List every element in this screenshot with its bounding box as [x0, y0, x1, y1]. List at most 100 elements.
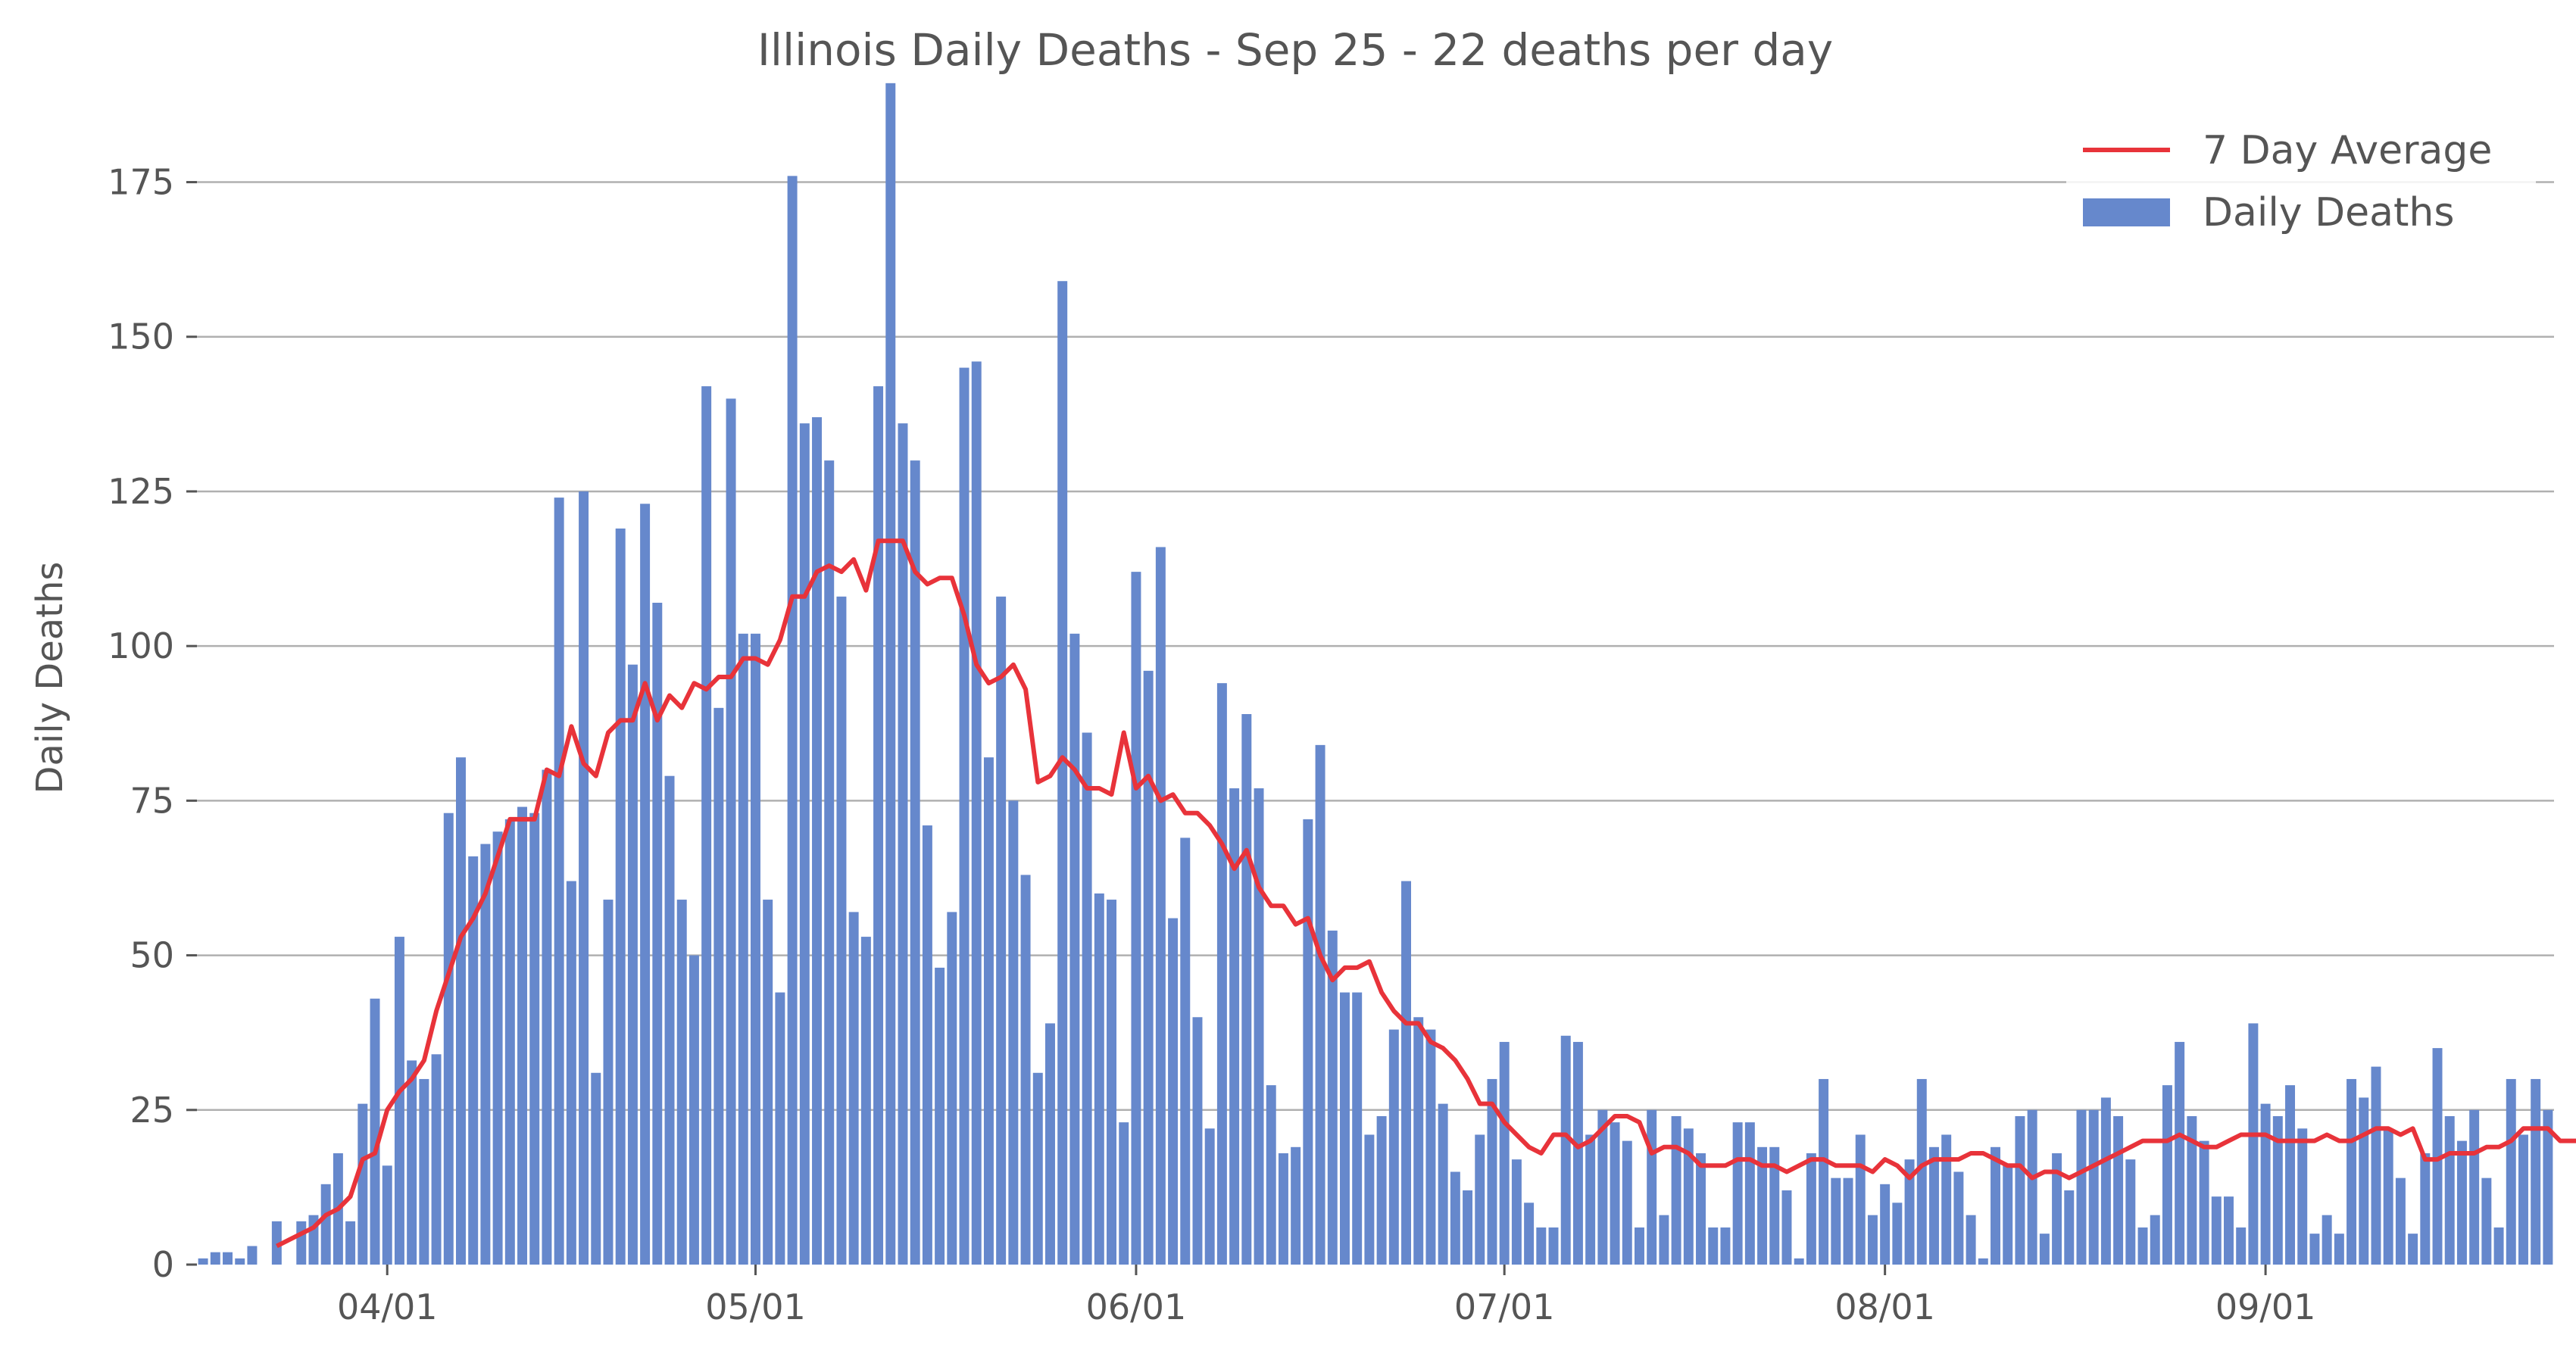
daily-deaths-bar [2432, 1048, 2443, 1265]
daily-deaths-bar [198, 1258, 208, 1265]
daily-deaths-bar [2297, 1128, 2308, 1265]
daily-deaths-bar [2531, 1078, 2541, 1265]
daily-deaths-bar [799, 423, 810, 1265]
daily-deaths-bars [198, 83, 2553, 1265]
daily-deaths-bar [1180, 838, 1191, 1265]
daily-deaths-bar [407, 1060, 417, 1265]
daily-deaths-bar [2456, 1140, 2467, 1265]
daily-deaths-bar [1744, 1122, 1755, 1265]
x-tick-label: 06/01 [1086, 1287, 1187, 1327]
daily-deaths-bar [2395, 1178, 2406, 1265]
daily-deaths-bar [2359, 1097, 2369, 1265]
daily-deaths-bar [1107, 900, 1117, 1265]
daily-deaths-bar [787, 176, 798, 1265]
daily-deaths-bar [898, 423, 908, 1265]
daily-deaths-bar [1204, 1128, 1215, 1265]
daily-deaths-bar [1057, 281, 1068, 1265]
daily-deaths-bar [996, 596, 1007, 1265]
daily-deaths-bar [1708, 1227, 1719, 1265]
daily-deaths-bar [1548, 1227, 1559, 1265]
daily-deaths-bar [701, 386, 712, 1265]
daily-deaths-bar [2236, 1227, 2247, 1265]
daily-deaths-bar [1806, 1153, 1816, 1265]
daily-deaths-bar [1463, 1190, 1473, 1265]
x-tick-label: 04/01 [337, 1287, 438, 1327]
daily-deaths-bar [1487, 1078, 1497, 1265]
daily-deaths-bar [2003, 1165, 2013, 1265]
daily-deaths-bar [812, 416, 823, 1265]
daily-deaths-bar [2088, 1109, 2099, 1265]
daily-deaths-bar [2150, 1215, 2160, 1265]
daily-deaths-bar [664, 775, 675, 1265]
daily-deaths-bar [2408, 1234, 2418, 1265]
daily-deaths-bar [223, 1252, 233, 1265]
daily-deaths-bar [431, 1054, 442, 1265]
daily-deaths-bar [1291, 1146, 1301, 1265]
daily-deaths-bar [1438, 1103, 1448, 1265]
daily-deaths-bar [763, 900, 773, 1265]
chart-title: Illinois Daily Deaths - Sep 25 - 22 deat… [757, 24, 1833, 76]
y-tick-label: 150 [108, 317, 174, 357]
daily-deaths-bar [529, 813, 540, 1265]
daily-deaths-bar [1794, 1258, 1804, 1265]
daily-deaths-bar [235, 1258, 245, 1265]
daily-deaths-bar [1696, 1153, 1706, 1265]
daily-deaths-bar [1683, 1128, 1694, 1265]
daily-deaths-bar [1831, 1178, 1841, 1265]
daily-deaths-bar [1941, 1134, 1952, 1265]
daily-deaths-bar [627, 664, 638, 1265]
daily-deaths-bar [271, 1221, 282, 1265]
daily-deaths-bar [713, 707, 724, 1265]
daily-deaths-bar [615, 528, 626, 1265]
legend-bars-swatch [2083, 198, 2170, 226]
daily-deaths-bar [1634, 1227, 1644, 1265]
daily-deaths-bar [358, 1103, 368, 1265]
daily-deaths-bar [579, 491, 589, 1265]
daily-deaths-bar [1388, 1029, 1399, 1265]
daily-deaths-bar [2015, 1115, 2025, 1265]
daily-deaths-bar [1572, 1041, 1583, 1265]
daily-deaths-bar [1119, 1122, 1129, 1265]
daily-deaths-bar [1450, 1171, 1460, 1265]
daily-deaths-bar [517, 806, 528, 1265]
daily-deaths-bar [1303, 819, 1313, 1265]
daily-deaths-bar [1904, 1159, 1915, 1265]
daily-deaths-bar [443, 813, 454, 1265]
y-tick-label: 0 [152, 1244, 174, 1285]
daily-deaths-bar [1241, 714, 1252, 1265]
y-tick-label: 25 [130, 1090, 174, 1131]
daily-deaths-bar [2506, 1078, 2516, 1265]
daily-deaths-bar [1966, 1215, 1976, 1265]
daily-deaths-bar [1401, 881, 1412, 1265]
daily-deaths-bar [1560, 1035, 1571, 1265]
daily-deaths-bar [935, 967, 945, 1265]
daily-deaths-bar [2187, 1115, 2197, 1265]
daily-deaths-bar [1720, 1227, 1731, 1265]
daily-deaths-bar [836, 596, 847, 1265]
daily-deaths-bar [1928, 1146, 1939, 1265]
daily-deaths-bar [1413, 1017, 1424, 1265]
daily-deaths-bar [1622, 1140, 1632, 1265]
daily-deaths-bar [1044, 1023, 1055, 1265]
daily-deaths-bar [1855, 1134, 1866, 1265]
daily-deaths-bar [971, 361, 982, 1265]
y-tick-label: 75 [130, 780, 174, 821]
legend-label-daily-deaths: Daily Deaths [2203, 190, 2454, 236]
y-axis-label: Daily Deaths [29, 562, 71, 794]
daily-deaths-bar [1953, 1171, 1964, 1265]
daily-deaths-bar [2027, 1109, 2037, 1265]
y-axis: 0 25 50 75 100 125 150 175 [108, 162, 197, 1285]
daily-deaths-bar [2285, 1085, 2296, 1265]
daily-deaths-bar [370, 998, 380, 1265]
daily-deaths-bar [2039, 1234, 2050, 1265]
legend-label-average: 7 Day Average [2203, 128, 2492, 173]
daily-deaths-bar [2322, 1215, 2332, 1265]
y-tick-label: 125 [108, 471, 174, 512]
seven-day-average-line [276, 538, 2576, 1249]
daily-deaths-bar [2199, 1140, 2209, 1265]
daily-deaths-bar [542, 769, 552, 1265]
daily-deaths-bar [1069, 633, 1080, 1265]
daily-deaths-bar [1229, 788, 1240, 1265]
daily-deaths-bar [382, 1165, 392, 1265]
